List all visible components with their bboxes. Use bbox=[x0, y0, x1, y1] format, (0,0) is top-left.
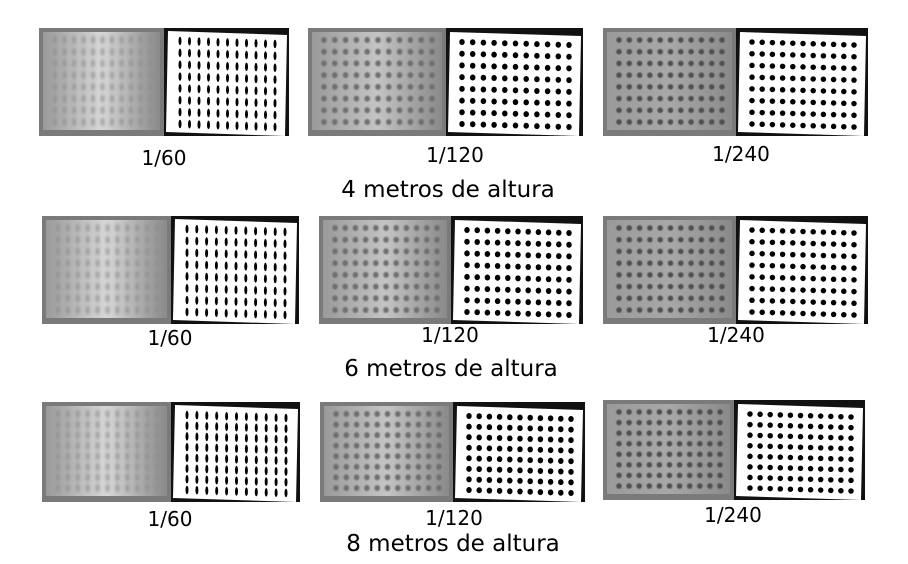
pair-row2-col1 bbox=[42, 216, 299, 324]
pair-row2-col3 bbox=[603, 216, 868, 324]
shutter-label-row1-col3: 1/240 bbox=[712, 142, 770, 166]
binary-calibration-board bbox=[455, 406, 583, 502]
binary-dot-grid bbox=[459, 39, 572, 130]
shutter-label-row2-col1: 1/60 bbox=[147, 326, 193, 350]
binary-calibration-board bbox=[173, 219, 297, 324]
shutter-label-row3-col2: 1/120 bbox=[425, 506, 483, 530]
dot-pattern-pair bbox=[39, 28, 289, 136]
pair-row3-col3 bbox=[603, 400, 865, 500]
binary-dot-grid bbox=[185, 224, 287, 320]
gray-calibration-board bbox=[607, 220, 732, 318]
gray-calibration-board bbox=[324, 406, 449, 496]
gray-dot-grid bbox=[56, 223, 159, 315]
gray-calibration-board bbox=[323, 220, 447, 318]
binary-dot-grid bbox=[466, 413, 574, 496]
dot-pattern-pair bbox=[308, 28, 583, 136]
row-caption-6m: 6 metros de altura bbox=[344, 356, 558, 382]
binary-dot-grid bbox=[178, 36, 277, 132]
shutter-label-row3-col1: 1/60 bbox=[147, 507, 193, 531]
dot-pattern-pair bbox=[603, 28, 868, 136]
gray-calibration-board bbox=[312, 32, 442, 130]
binary-calibration-board bbox=[166, 31, 287, 136]
binary-calibration-board bbox=[738, 32, 866, 136]
shutter-label-row3-col3: 1/240 bbox=[704, 503, 762, 527]
shutter-label-row1-col1: 1/60 bbox=[141, 146, 187, 170]
dot-pattern-pair bbox=[603, 400, 865, 500]
binary-dot-grid bbox=[749, 227, 857, 318]
pair-row1-col1 bbox=[39, 28, 289, 136]
shutter-label-row2-col3: 1/240 bbox=[707, 323, 765, 347]
gray-dot-grid bbox=[616, 225, 725, 313]
row-caption-4m: 4 metros de altura bbox=[341, 177, 555, 203]
gray-dot-grid bbox=[616, 37, 725, 125]
binary-dot-grid bbox=[749, 39, 857, 130]
gray-calibration-board bbox=[43, 32, 160, 130]
binary-calibration-board bbox=[453, 220, 581, 324]
binary-calibration-board bbox=[448, 32, 581, 136]
gray-dot-grid bbox=[56, 409, 159, 493]
binary-dot-grid bbox=[464, 227, 572, 318]
gray-dot-grid bbox=[333, 411, 442, 491]
dot-pattern-pair bbox=[42, 216, 299, 324]
binary-dot-grid bbox=[185, 410, 288, 498]
binary-calibration-board bbox=[738, 220, 866, 324]
gray-calibration-board bbox=[46, 220, 167, 318]
row-caption-8m: 8 metros de altura bbox=[346, 531, 560, 557]
gray-calibration-board bbox=[607, 32, 732, 130]
binary-calibration-board bbox=[736, 404, 863, 500]
pair-row3-col2 bbox=[320, 402, 585, 502]
pair-row1-col2 bbox=[308, 28, 583, 136]
dot-pattern-pair bbox=[320, 402, 585, 502]
dot-pattern-pair bbox=[603, 216, 868, 324]
dot-pattern-pair bbox=[319, 216, 583, 324]
pair-row1-col3 bbox=[603, 28, 868, 136]
pair-row2-col2 bbox=[319, 216, 583, 324]
gray-calibration-board bbox=[46, 406, 167, 496]
gray-dot-grid bbox=[616, 409, 723, 489]
gray-dot-grid bbox=[332, 225, 440, 313]
gray-dot-grid bbox=[53, 35, 152, 127]
gray-calibration-board bbox=[607, 404, 730, 494]
shutter-label-row1-col2: 1/120 bbox=[426, 143, 484, 167]
binary-dot-grid bbox=[747, 411, 854, 494]
gray-dot-grid bbox=[321, 37, 435, 125]
dot-pattern-pair bbox=[42, 402, 300, 502]
shutter-label-row2-col2: 1/120 bbox=[421, 323, 479, 347]
pair-row3-col1 bbox=[42, 402, 300, 502]
